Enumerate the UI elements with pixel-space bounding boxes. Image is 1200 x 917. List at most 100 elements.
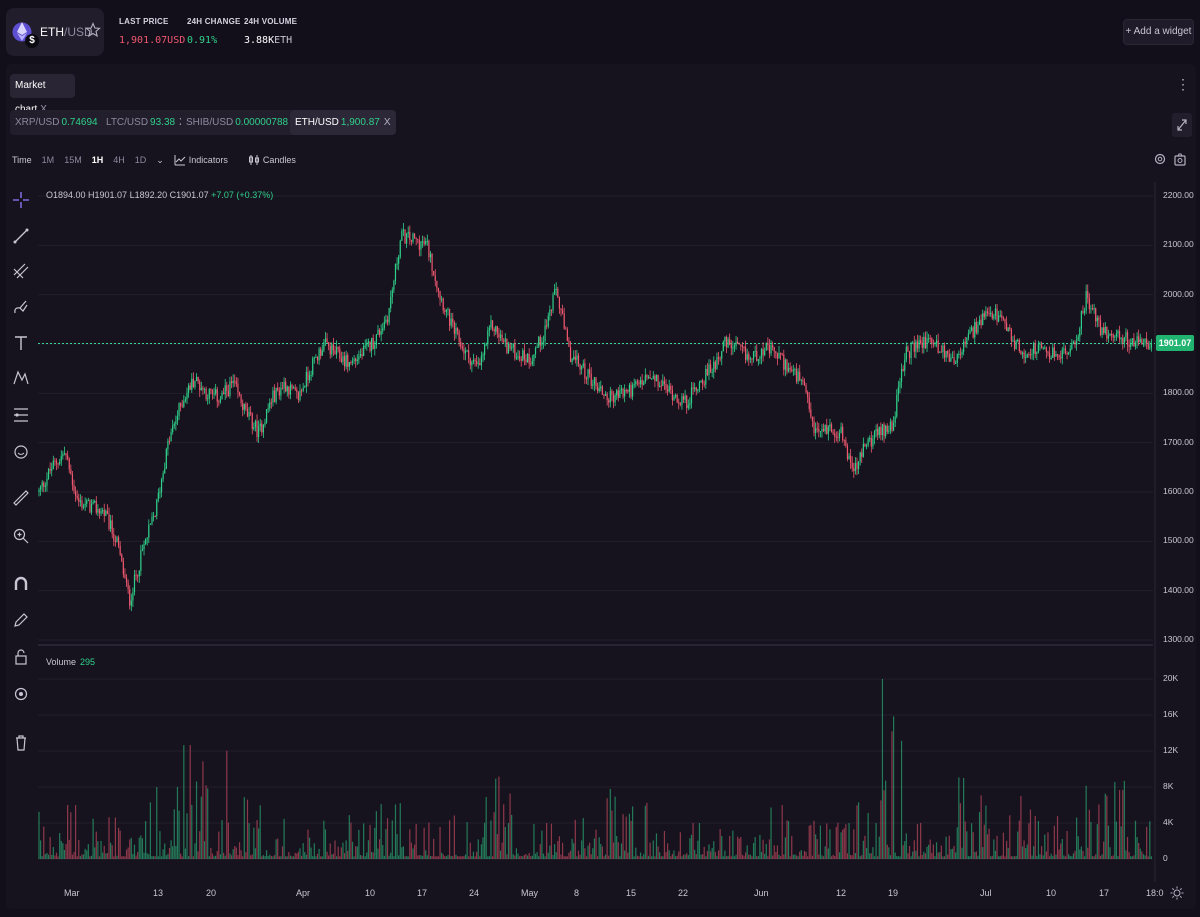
candle-body [347,355,349,367]
candle-body [1107,335,1110,339]
candle-body [57,463,59,465]
candle-body [787,367,790,372]
more-menu-icon[interactable]: ⋮ [1176,76,1190,92]
volume-bar [1125,850,1127,859]
candle-body [491,320,494,330]
candle-body [1076,340,1078,345]
interval-dropdown-icon[interactable]: ⌄ [156,154,164,165]
pair-selector[interactable]: $ ETH/USD [6,8,104,56]
volume-bar [665,852,667,859]
price-volume-chart[interactable] [38,182,1158,882]
candle-body [980,319,982,326]
emoji-icon[interactable] [11,442,31,462]
volume-bar [808,825,810,859]
visibility-eye-icon[interactable] [11,684,31,704]
volume-bar [46,852,48,859]
lock-drawing-pencil-icon[interactable] [11,610,31,630]
volume-bar [961,847,963,859]
candle-body [517,356,519,358]
candles-button[interactable]: Candles [248,154,306,166]
interval-15m[interactable]: 15M [64,155,82,165]
settings-gear-icon[interactable] [1153,152,1167,166]
interval-1m[interactable]: 1M [41,155,55,165]
parallel-channel-icon[interactable] [11,261,31,281]
candle-body [977,325,979,333]
volume-bar [444,855,446,859]
volume-bar [300,855,303,859]
candle-body [738,343,740,345]
crosshair-icon[interactable] [11,190,31,210]
volume-bar [219,854,222,859]
volume-bar [172,846,174,859]
volume-bar [261,856,263,859]
fib-retracement-icon[interactable] [11,405,31,425]
trend-line-icon[interactable] [11,226,31,246]
volume-bar [1087,847,1089,859]
volume-bar [625,816,627,859]
volume-bar [875,823,877,859]
volume-bar [525,854,527,859]
unlock-icon[interactable] [11,647,31,667]
volume-bar [207,788,209,859]
volume-bar [512,854,514,859]
volume-bar [81,854,83,859]
theme-toggle-icon[interactable] [1170,886,1184,900]
volume-bar [308,837,311,859]
candle-body [587,369,589,380]
magnet-icon[interactable] [11,574,31,594]
volume-bar [899,856,901,859]
volume-bar [194,843,196,859]
zoom-in-icon[interactable] [11,526,31,546]
expand-icon[interactable] [1172,113,1192,137]
candle-body [111,520,113,535]
candle-body [47,469,50,479]
ticker-close-icon[interactable]: X [383,117,391,128]
candle-body [215,389,217,394]
candle-body [1087,291,1089,298]
volume-bar [1112,855,1114,859]
volume-bar [466,822,468,859]
candle-body [835,436,837,438]
candle-body [482,354,484,356]
interval-4h[interactable]: 4H [113,155,125,165]
tab-close-icon[interactable]: X [40,104,47,115]
volume-bar [1023,840,1025,859]
add-widget-button[interactable]: + Add a widget [1123,19,1194,45]
interval-1d[interactable]: 1D [134,155,147,165]
volume-bar [830,856,833,859]
volume-bar [278,856,280,859]
trash-icon[interactable] [11,733,31,753]
volume-bar [418,855,420,859]
candle-body [617,390,619,398]
candle-body [526,353,529,363]
interval-1h[interactable]: 1H [91,155,104,165]
ticker-eth[interactable]: ETH/USD 1,900.87 X [290,110,396,135]
volume-bar [956,827,958,859]
brush-icon[interactable] [11,297,31,317]
volume-bar [523,854,525,859]
candle-body [1115,333,1117,337]
candle-body [339,348,341,359]
indicators-button[interactable]: Indicators [174,154,238,166]
ruler-icon[interactable] [11,488,31,508]
favorite-star-icon[interactable] [85,22,101,38]
time-tick-label: 17 [417,888,428,898]
candle-body [703,383,705,385]
text-tool-icon[interactable] [11,333,31,353]
tab-market-chart[interactable]: Market chartX [10,74,75,115]
candle-body [127,582,129,590]
volume-bar [915,850,917,859]
volume-bar [343,853,346,859]
screenshot-camera-icon[interactable] [1173,152,1187,166]
volume-bar [573,843,575,859]
candle-body [891,421,893,431]
volume-bar [921,854,923,859]
pattern-tool-icon[interactable] [11,368,31,388]
volume-bar [1144,855,1146,859]
candle-body [1106,326,1108,339]
candle-body [46,478,48,486]
volume-bar [819,825,821,859]
